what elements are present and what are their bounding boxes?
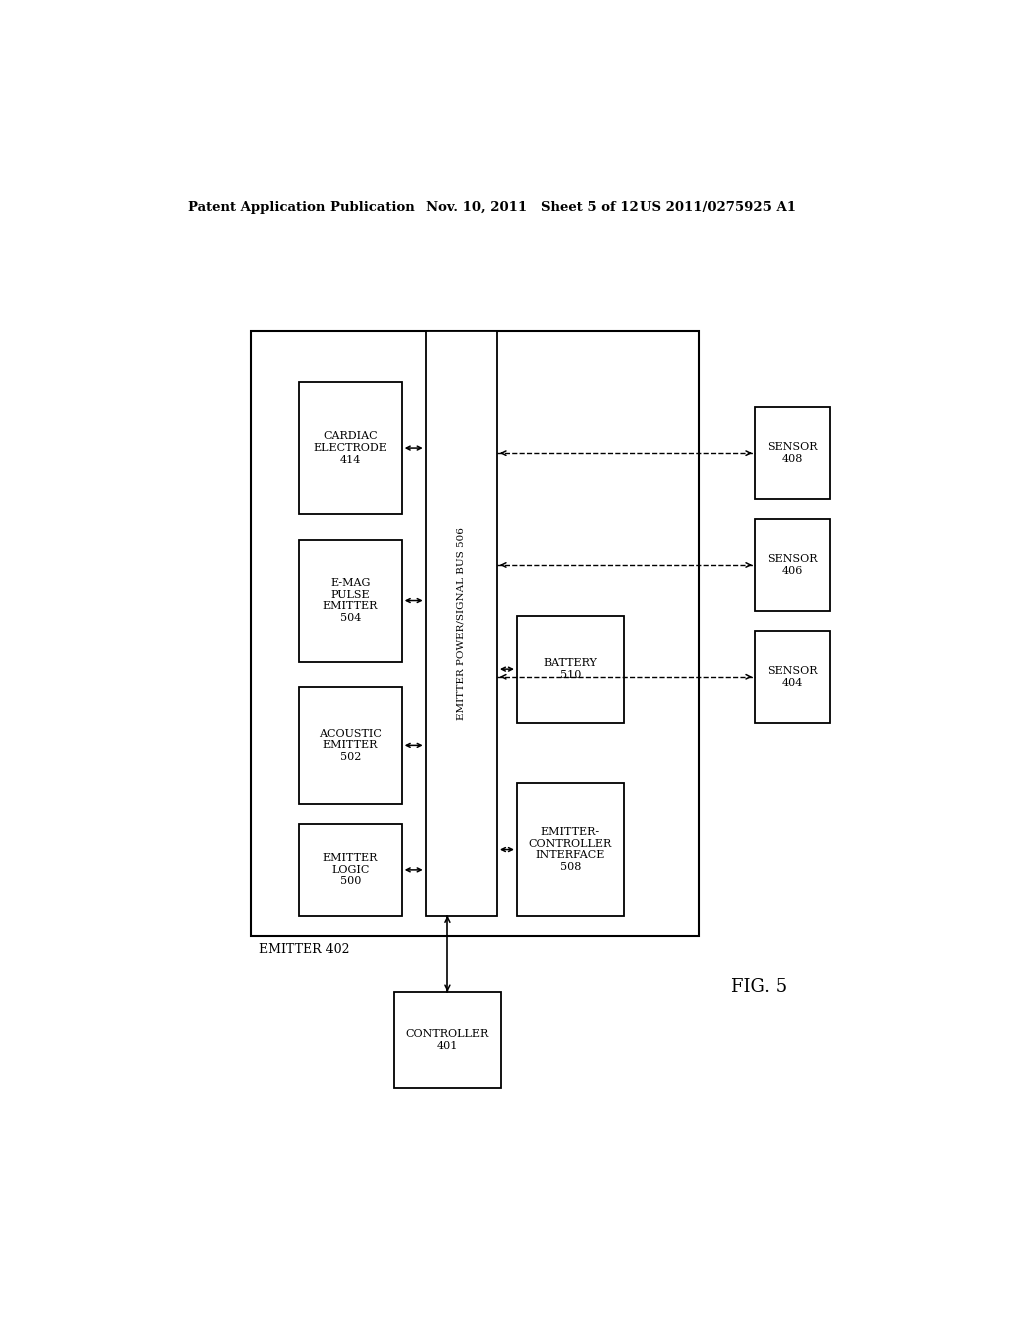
Bar bbox=[299, 381, 401, 515]
Bar bbox=[394, 991, 501, 1089]
Text: Patent Application Publication: Patent Application Publication bbox=[187, 201, 415, 214]
Bar bbox=[426, 331, 497, 916]
Bar bbox=[755, 631, 830, 722]
Text: ACOUSTIC
EMITTER
502: ACOUSTIC EMITTER 502 bbox=[318, 729, 382, 762]
Text: EMITTER POWER/SIGNAL BUS 506: EMITTER POWER/SIGNAL BUS 506 bbox=[457, 527, 466, 719]
Text: CARDIAC
ELECTRODE
414: CARDIAC ELECTRODE 414 bbox=[313, 432, 387, 465]
Text: Nov. 10, 2011   Sheet 5 of 12: Nov. 10, 2011 Sheet 5 of 12 bbox=[426, 201, 638, 214]
Bar bbox=[517, 615, 624, 722]
Bar bbox=[251, 331, 699, 936]
Text: BATTERY
510: BATTERY 510 bbox=[544, 659, 597, 680]
Bar bbox=[299, 540, 401, 661]
Bar bbox=[755, 408, 830, 499]
Bar bbox=[755, 519, 830, 611]
Text: FIG. 5: FIG. 5 bbox=[731, 978, 787, 995]
Bar bbox=[299, 686, 401, 804]
Text: EMITTER 402: EMITTER 402 bbox=[259, 942, 349, 956]
Text: EMITTER
LOGIC
500: EMITTER LOGIC 500 bbox=[323, 853, 378, 887]
Bar bbox=[299, 824, 401, 916]
Text: SENSOR
406: SENSOR 406 bbox=[767, 554, 818, 576]
Bar bbox=[517, 784, 624, 916]
Text: US 2011/0275925 A1: US 2011/0275925 A1 bbox=[640, 201, 796, 214]
Text: SENSOR
408: SENSOR 408 bbox=[767, 442, 818, 463]
Text: E-MAG
PULSE
EMITTER
504: E-MAG PULSE EMITTER 504 bbox=[323, 578, 378, 623]
Text: SENSOR
404: SENSOR 404 bbox=[767, 667, 818, 688]
Text: CONTROLLER
401: CONTROLLER 401 bbox=[406, 1030, 489, 1051]
Text: EMITTER-
CONTROLLER
INTERFACE
508: EMITTER- CONTROLLER INTERFACE 508 bbox=[528, 828, 612, 873]
